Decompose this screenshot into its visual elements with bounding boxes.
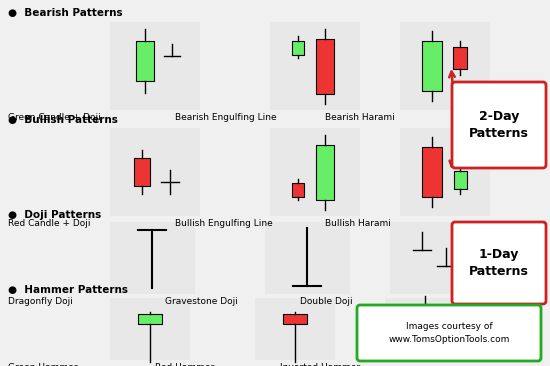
FancyBboxPatch shape: [452, 82, 546, 168]
Bar: [110, 22, 200, 110]
Bar: [255, 298, 335, 360]
Bar: [110, 222, 195, 294]
Text: Green Candle + Doji: Green Candle + Doji: [8, 113, 101, 122]
Text: Double Doji: Double Doji: [300, 297, 353, 306]
Bar: [283, 314, 307, 324]
Text: Dragonfly Doji: Dragonfly Doji: [8, 297, 73, 306]
Bar: [422, 147, 442, 197]
Text: 2-Day
Patterns: 2-Day Patterns: [469, 110, 529, 140]
Text: Green Hammer: Green Hammer: [8, 363, 78, 366]
Bar: [134, 158, 150, 186]
FancyBboxPatch shape: [452, 222, 546, 304]
Bar: [136, 41, 154, 81]
Text: ●  Bearish Patterns: ● Bearish Patterns: [8, 8, 123, 18]
Text: Images courtesy of
www.TomsOptionTools.com: Images courtesy of www.TomsOptionTools.c…: [388, 322, 510, 344]
Bar: [422, 41, 442, 91]
Text: ●  Bullish Patterns: ● Bullish Patterns: [8, 115, 118, 125]
Bar: [453, 47, 467, 69]
Bar: [400, 128, 490, 216]
Text: Bearish Harami: Bearish Harami: [325, 113, 395, 122]
Text: 1-Day
Patterns: 1-Day Patterns: [469, 248, 529, 278]
Text: Red Candle + Doji: Red Candle + Doji: [8, 219, 91, 228]
Text: Gravestone Doji: Gravestone Doji: [165, 297, 238, 306]
Text: ●  Hammer Patterns: ● Hammer Patterns: [8, 285, 128, 295]
Bar: [270, 22, 360, 110]
Bar: [292, 183, 304, 197]
Bar: [265, 222, 350, 294]
Text: Bullish Harami: Bullish Harami: [325, 219, 391, 228]
Bar: [270, 128, 360, 216]
FancyBboxPatch shape: [357, 305, 541, 361]
Bar: [316, 38, 334, 93]
Bar: [454, 171, 466, 189]
Bar: [390, 222, 475, 294]
Text: Bearish Engulfing Line: Bearish Engulfing Line: [175, 113, 277, 122]
Bar: [316, 145, 334, 199]
Text: ●  Doji Patterns: ● Doji Patterns: [8, 210, 101, 220]
Bar: [400, 22, 490, 110]
Text: Bullish Engulfing Line: Bullish Engulfing Line: [175, 219, 273, 228]
Text: Inverted Hammer: Inverted Hammer: [280, 363, 360, 366]
Bar: [292, 41, 304, 55]
Bar: [385, 298, 465, 360]
Bar: [110, 128, 200, 216]
Bar: [110, 298, 190, 360]
Text: Red Hammer: Red Hammer: [155, 363, 214, 366]
Bar: [138, 314, 162, 324]
Bar: [413, 334, 437, 344]
